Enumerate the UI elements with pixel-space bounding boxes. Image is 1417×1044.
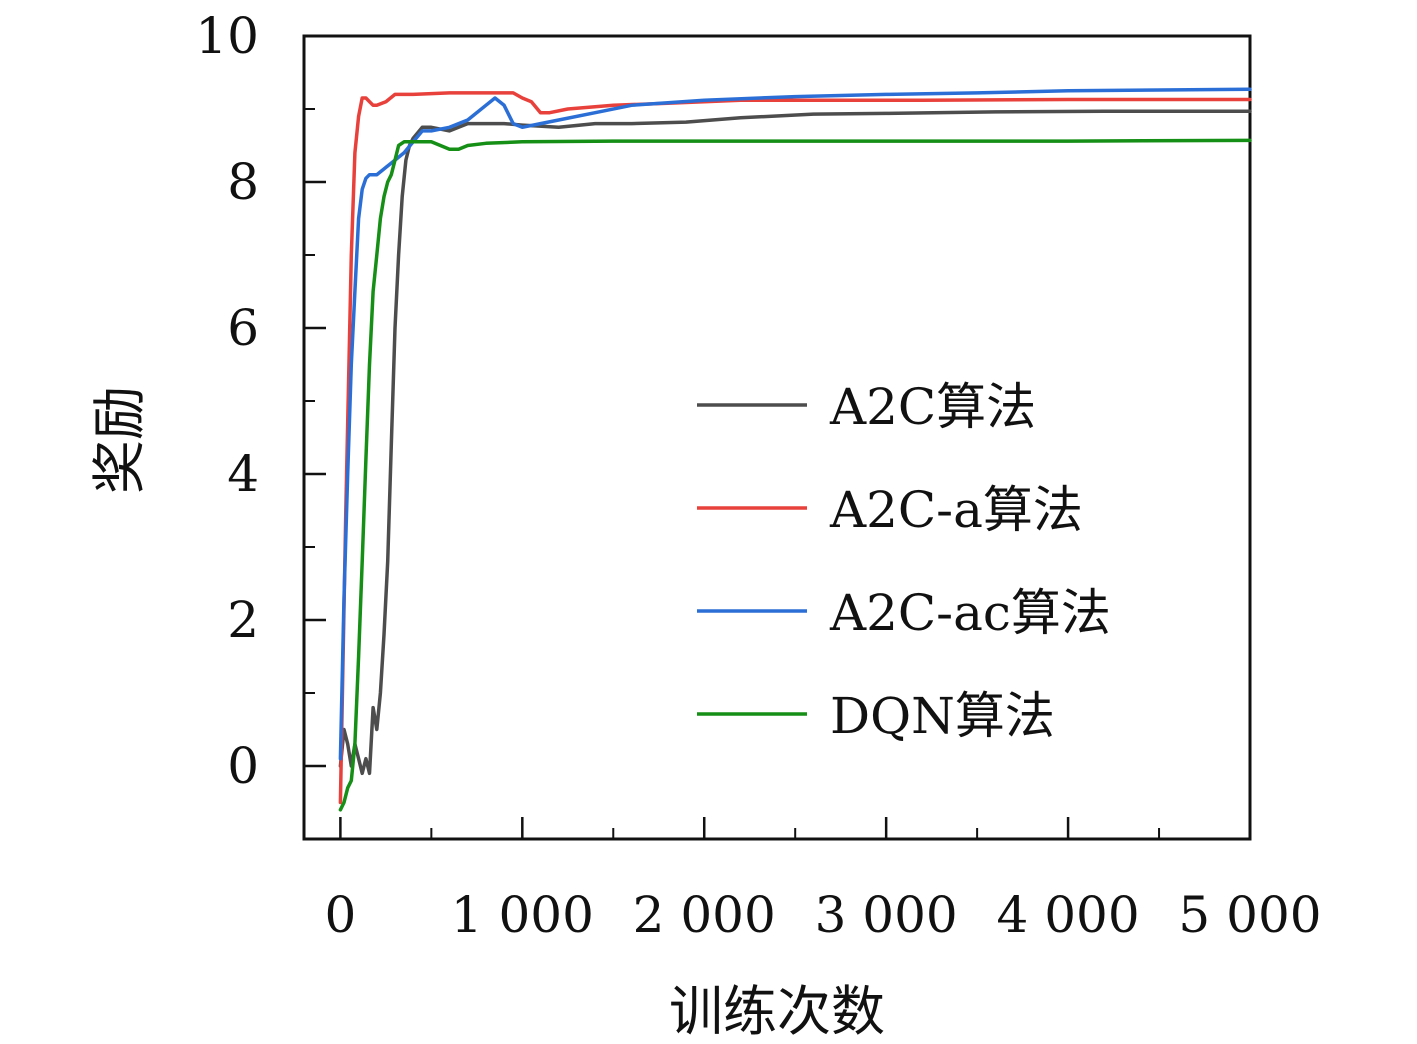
x-tick-label: 0 — [324, 886, 356, 944]
y-tick-label: 4 — [227, 445, 259, 503]
legend-label-1: A2C-a算法 — [829, 481, 1083, 539]
x-axis-title: 训练次数 — [669, 980, 885, 1043]
plot-frame — [302, 34, 1252, 841]
y-tick-label: 10 — [195, 7, 259, 65]
legend-label-3: DQN算法 — [830, 687, 1055, 745]
y-axis: 0 2 4 6 8 10 — [195, 7, 326, 795]
x-tick-label: 2 000 — [633, 886, 776, 944]
series-line-2 — [338, 87, 1252, 761]
x-tick-label: 5 000 — [1178, 886, 1321, 944]
y-tick-label: 6 — [227, 299, 259, 357]
y-axis-title: 奖励 — [88, 386, 151, 494]
series-line-3 — [338, 138, 1252, 812]
x-tick-label: 3 000 — [815, 886, 958, 944]
x-axis: 0 1 000 2 000 3 000 4 000 5 000 — [324, 817, 1322, 944]
legend: A2C算法 A2C-a算法 A2C-ac算法 DQN算法 — [697, 378, 1111, 745]
y-tick-label: 2 — [227, 591, 259, 649]
series-line-1 — [338, 91, 1252, 805]
series-lines — [338, 87, 1252, 812]
legend-label-0: A2C算法 — [829, 378, 1036, 436]
y-tick-label: 0 — [227, 737, 259, 795]
series-line-0 — [338, 109, 1252, 776]
x-tick-label: 4 000 — [997, 886, 1140, 944]
y-tick-label: 8 — [227, 153, 259, 211]
legend-label-2: A2C-ac算法 — [829, 584, 1111, 642]
x-tick-label: 1 000 — [451, 886, 594, 944]
